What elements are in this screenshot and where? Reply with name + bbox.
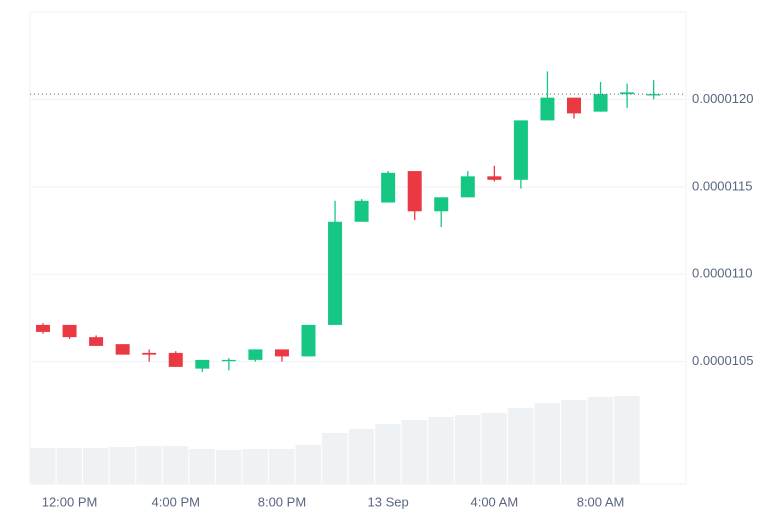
volume-bar xyxy=(481,413,507,484)
volume-bar xyxy=(561,400,587,484)
volume-bar xyxy=(268,449,295,484)
volume-bar xyxy=(295,445,322,484)
x-tick-label: 4:00 PM xyxy=(152,494,200,509)
y-tick-label: 0.0000110 xyxy=(692,266,753,281)
candle-body xyxy=(248,349,263,360)
volume-bar xyxy=(614,396,640,484)
volume-bar xyxy=(242,449,268,484)
x-tick-label: 12:00 PM xyxy=(42,494,98,509)
candle-body xyxy=(221,359,236,362)
candle-body xyxy=(62,324,77,338)
candle-body xyxy=(36,324,50,332)
x-tick-label: 8:00 PM xyxy=(258,494,306,509)
candle-body xyxy=(620,92,635,95)
candle-body xyxy=(168,352,183,367)
candle-body xyxy=(89,337,104,346)
volume-bar xyxy=(56,448,83,484)
volume-bar xyxy=(507,408,534,484)
volume-bar xyxy=(587,397,614,484)
volume-bar xyxy=(454,415,481,484)
candle-body xyxy=(513,120,528,180)
x-tick-label: 8:00 AM xyxy=(577,494,625,509)
candle-body xyxy=(381,172,396,203)
candle-body xyxy=(115,344,130,355)
candle-body xyxy=(407,171,422,212)
volume-bar xyxy=(348,429,375,484)
volume-bar xyxy=(83,448,109,484)
volume-bar xyxy=(322,433,348,484)
x-tick-label: 13 Sep xyxy=(368,494,409,509)
candle-body xyxy=(301,324,316,357)
x-tick-label: 4:00 AM xyxy=(470,494,518,509)
volume-bar xyxy=(30,448,56,484)
volume-bar xyxy=(162,446,189,484)
volume-bar xyxy=(375,424,401,484)
volume-bar xyxy=(109,447,136,484)
candle-body xyxy=(354,200,369,222)
candle-body xyxy=(434,197,449,212)
candle-body xyxy=(487,176,502,180)
candle-body xyxy=(593,94,608,112)
candle-body xyxy=(142,352,157,355)
candle-body xyxy=(567,97,581,114)
volume-bar xyxy=(189,449,215,484)
volume-bar xyxy=(401,420,428,484)
y-tick-label: 0.0000105 xyxy=(692,353,753,368)
candle-body xyxy=(540,97,555,121)
volume-bar xyxy=(215,450,242,484)
y-tick-label: 0.0000120 xyxy=(692,91,753,106)
candle-body xyxy=(328,221,343,325)
y-tick-label: 0.0000115 xyxy=(692,178,753,193)
volume-bar xyxy=(534,403,560,484)
candle-body xyxy=(274,349,289,357)
candle-body xyxy=(646,94,661,96)
candle-body xyxy=(460,176,475,198)
volume-bar xyxy=(428,417,454,484)
candle-body xyxy=(195,359,210,369)
volume-bar xyxy=(136,446,162,484)
